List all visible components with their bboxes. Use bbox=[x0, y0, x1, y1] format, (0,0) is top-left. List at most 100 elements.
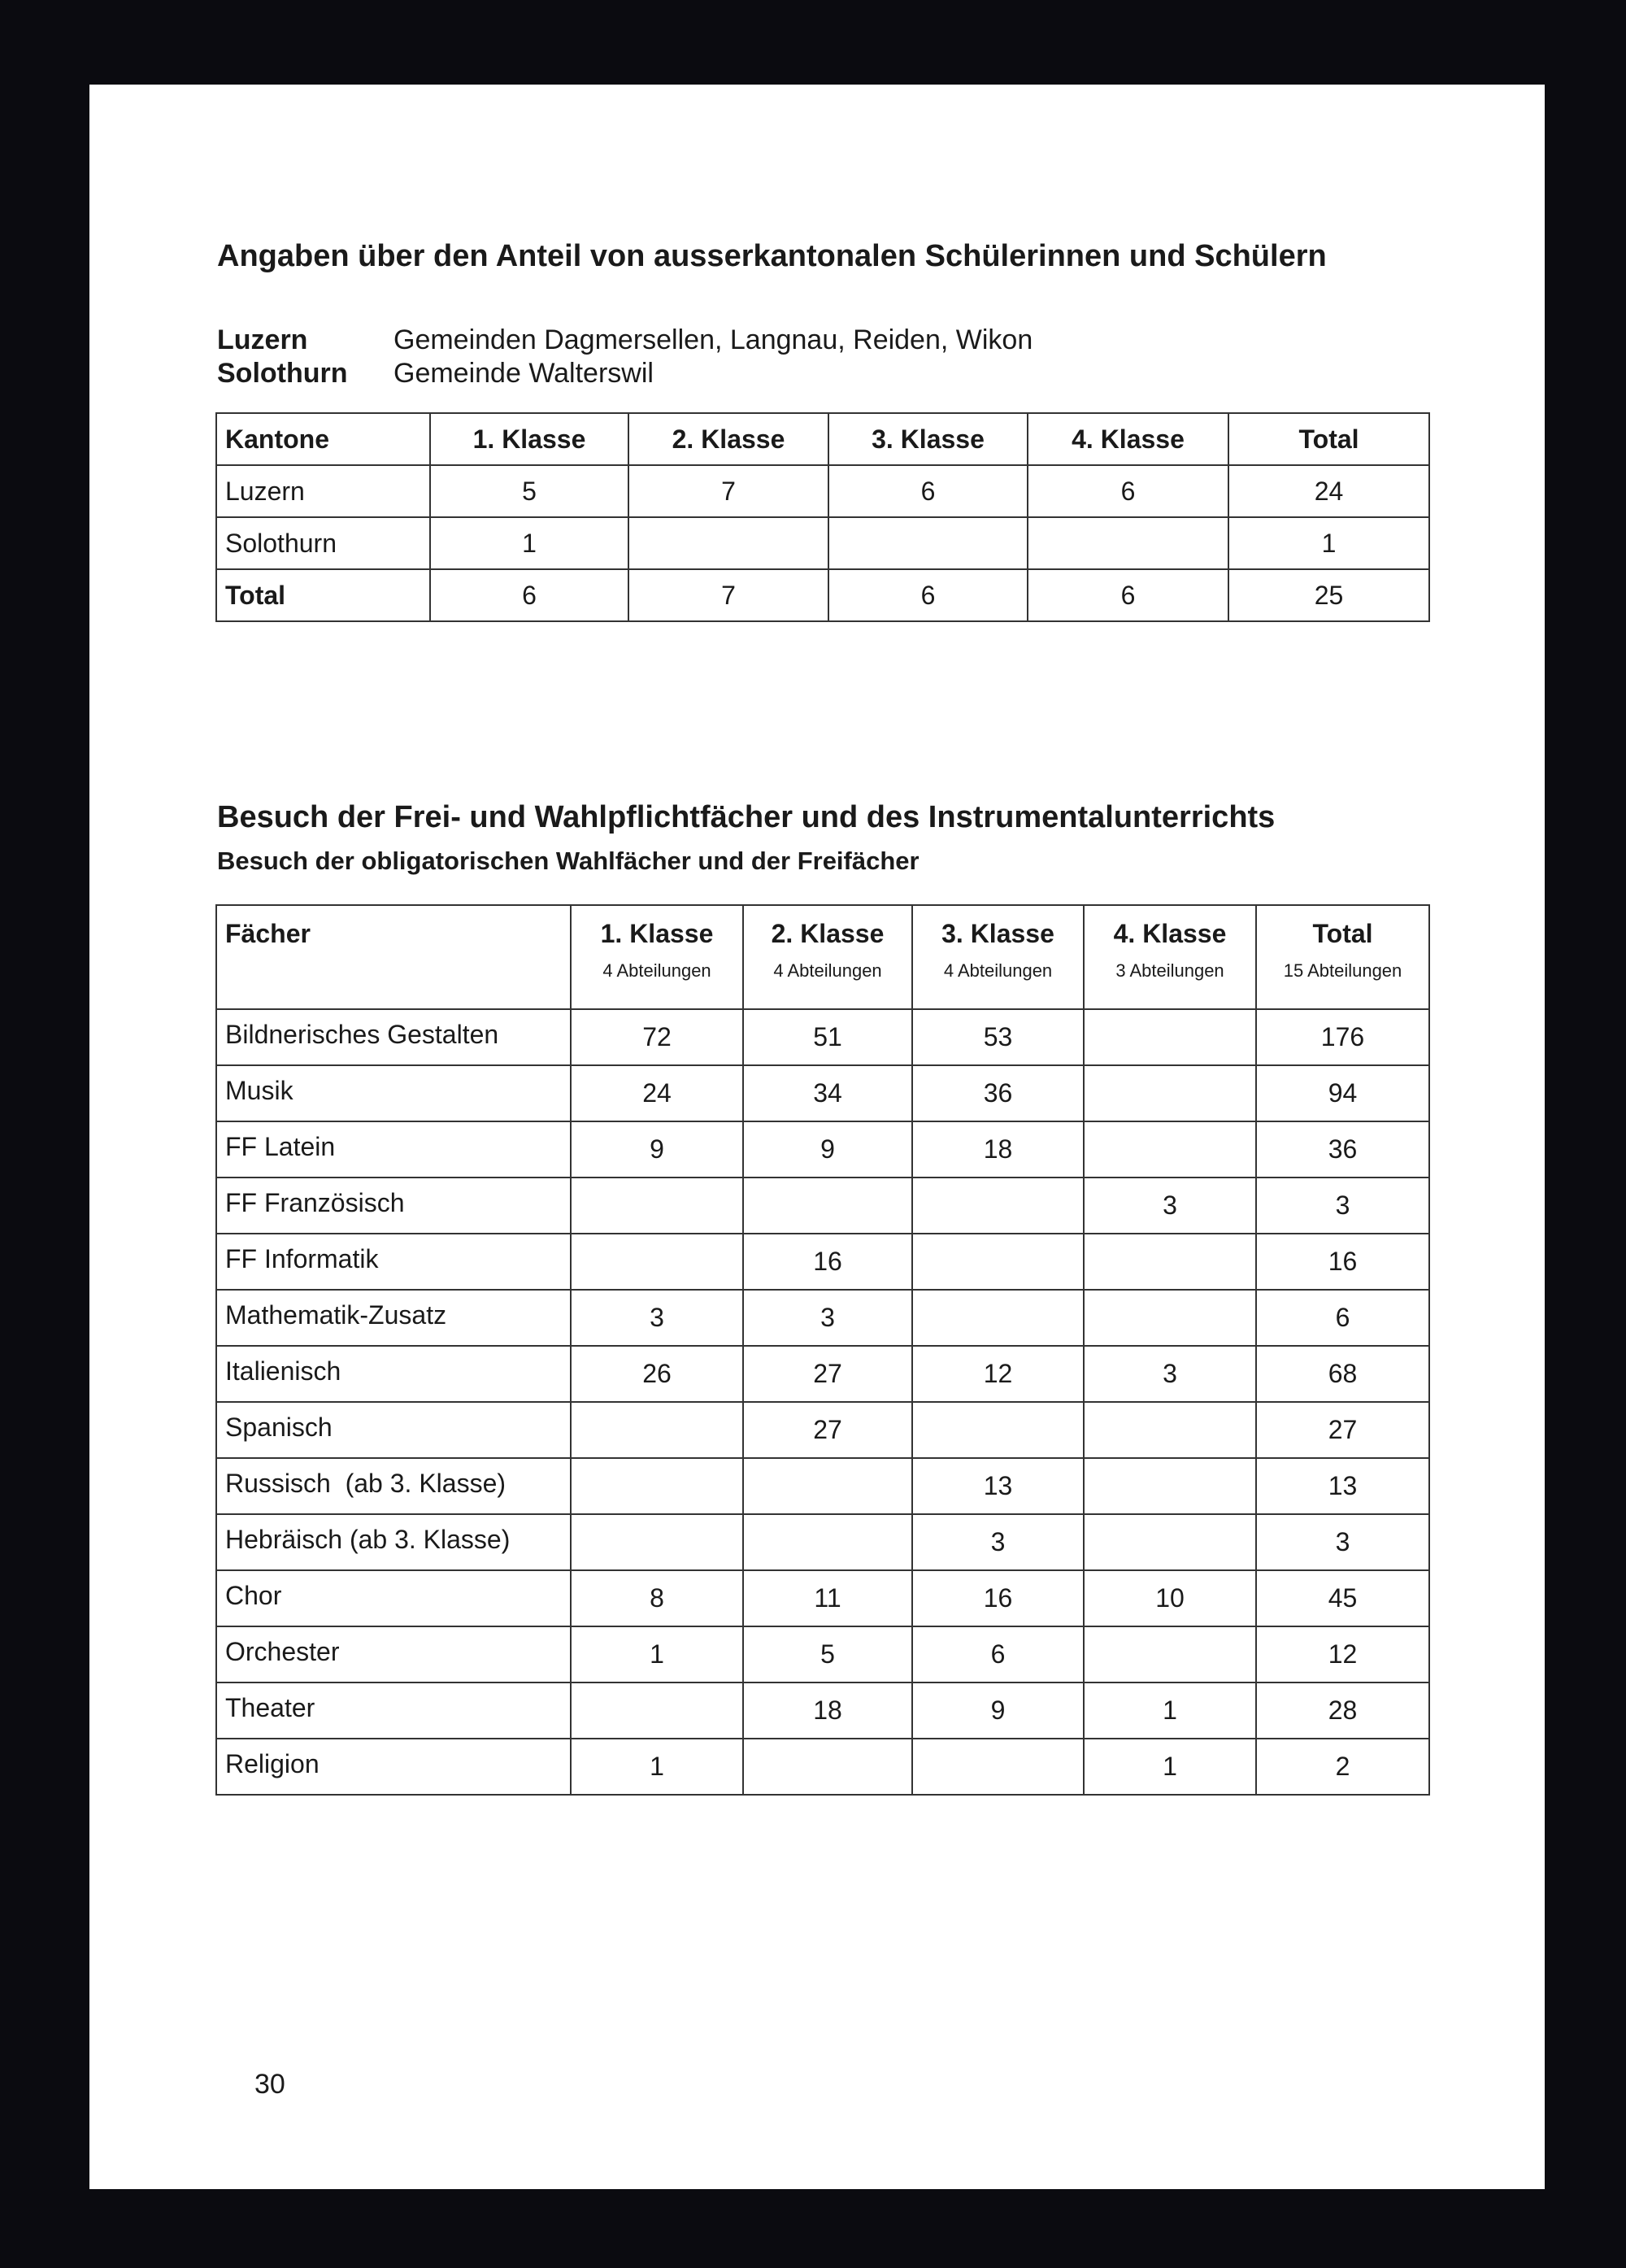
table-row: FF Informatik 16 16 bbox=[215, 1233, 1430, 1291]
table-cell: 7 bbox=[628, 464, 829, 518]
table-cell bbox=[1083, 1289, 1257, 1347]
table-cell: 8 bbox=[570, 1569, 744, 1627]
table-row: Chor 8 11 16 10 45 bbox=[215, 1569, 1430, 1627]
row-label: Musik bbox=[215, 1064, 572, 1122]
table-cell: 3 bbox=[1255, 1177, 1430, 1234]
column-header: 3. Klasse 4 Abteilungen bbox=[911, 904, 1085, 1010]
page-number: 30 bbox=[254, 2069, 285, 2100]
row-label: FF Latein bbox=[215, 1121, 572, 1178]
row-label: Theater bbox=[215, 1682, 572, 1739]
section2-title: Besuch der Frei- und Wahlpflichtfächer u… bbox=[217, 800, 1276, 834]
table-cell bbox=[1083, 1626, 1257, 1683]
column-header: Kantone bbox=[215, 412, 431, 466]
column-header: 3. Klasse bbox=[828, 412, 1028, 466]
column-header: 2. Klasse bbox=[628, 412, 829, 466]
table-cell: 12 bbox=[911, 1345, 1085, 1403]
table-cell: 24 bbox=[1228, 464, 1430, 518]
table-cell: 6 bbox=[1255, 1289, 1430, 1347]
column-header-label: Fächer bbox=[225, 919, 311, 948]
table-cell: 9 bbox=[570, 1121, 744, 1178]
table-cell bbox=[742, 1738, 913, 1796]
table-cell bbox=[1083, 1121, 1257, 1178]
row-label: Italienisch bbox=[215, 1345, 572, 1403]
table-cell: 13 bbox=[911, 1457, 1085, 1515]
table-row: Hebräisch (ab 3. Klasse) 3 3 bbox=[215, 1513, 1430, 1571]
table-cell: 18 bbox=[911, 1121, 1085, 1178]
row-label: Total bbox=[215, 568, 431, 622]
row-label: Mathematik-Zusatz bbox=[215, 1289, 572, 1347]
document-page: Angaben über den Anteil von ausserkanton… bbox=[89, 85, 1545, 2189]
column-header: 1. Klasse bbox=[429, 412, 629, 466]
column-header: Total 15 Abteilungen bbox=[1255, 904, 1430, 1010]
table-cell: 27 bbox=[742, 1401, 913, 1459]
table-cell: 16 bbox=[911, 1569, 1085, 1627]
table-cell bbox=[570, 1457, 744, 1515]
column-header: Fächer bbox=[215, 904, 572, 1010]
table-cell: 13 bbox=[1255, 1457, 1430, 1515]
info-row: Luzern Gemeinden Dagmersellen, Langnau, R… bbox=[217, 324, 1033, 357]
section1-title: Angaben über den Anteil von ausserkanton… bbox=[217, 239, 1327, 273]
row-label: Orchester bbox=[215, 1626, 572, 1683]
table-cell: 68 bbox=[1255, 1345, 1430, 1403]
table-cell bbox=[570, 1233, 744, 1291]
table-cell: 27 bbox=[1255, 1401, 1430, 1459]
column-header-label: 1. Klasse bbox=[600, 919, 714, 948]
table-cell bbox=[1083, 1401, 1257, 1459]
row-label: Solothurn bbox=[215, 516, 431, 570]
cantons-table: Kantone 1. Klasse 2. Klasse 3. Klasse 4. Kla… bbox=[215, 412, 1430, 622]
column-header-sublabel: 15 Abteilungen bbox=[1283, 960, 1402, 981]
table-row: Religion 1 1 2 bbox=[215, 1738, 1430, 1796]
table-cell: 12 bbox=[1255, 1626, 1430, 1683]
table-cell: 53 bbox=[911, 1008, 1085, 1066]
column-header-label: 4. Klasse bbox=[1113, 919, 1227, 948]
table-cell: 18 bbox=[742, 1682, 913, 1739]
table-cell: 27 bbox=[742, 1345, 913, 1403]
row-label: Spanisch bbox=[215, 1401, 572, 1459]
table-cell: 3 bbox=[911, 1513, 1085, 1571]
column-header-label: 3. Klasse bbox=[941, 919, 1054, 948]
column-header: 2. Klasse 4 Abteilungen bbox=[742, 904, 913, 1010]
column-header: 4. Klasse 3 Abteilungen bbox=[1083, 904, 1257, 1010]
table-row: Spanisch 27 27 bbox=[215, 1401, 1430, 1459]
table-cell: 16 bbox=[1255, 1233, 1430, 1291]
column-header: Total bbox=[1228, 412, 1430, 466]
table-cell bbox=[828, 516, 1028, 570]
table-row: Musik 24 34 36 94 bbox=[215, 1064, 1430, 1122]
column-header-sublabel: 4 Abteilungen bbox=[773, 960, 882, 981]
table-cell bbox=[1027, 516, 1229, 570]
subjects-table: Fächer 1. Klasse 4 Abteilungen 2. Klasse 4 A… bbox=[215, 904, 1430, 1796]
table-cell: 5 bbox=[742, 1626, 913, 1683]
table-cell: 1 bbox=[1083, 1738, 1257, 1796]
column-header-label: Total bbox=[1312, 919, 1373, 948]
table-cell bbox=[570, 1177, 744, 1234]
table-cell: 25 bbox=[1228, 568, 1430, 622]
row-label: Chor bbox=[215, 1569, 572, 1627]
table-cell: 6 bbox=[828, 568, 1028, 622]
table-row: Luzern 5 7 6 6 24 bbox=[215, 464, 1430, 518]
table-cell: 6 bbox=[1027, 568, 1229, 622]
table-cell bbox=[742, 1177, 913, 1234]
table-cell: 45 bbox=[1255, 1569, 1430, 1627]
table-row: Total 6 7 6 6 25 bbox=[215, 568, 1430, 622]
column-header: 4. Klasse bbox=[1027, 412, 1229, 466]
info-row: Solothurn Gemeinde Walterswil bbox=[217, 357, 1033, 390]
table-cell: 72 bbox=[570, 1008, 744, 1066]
info-value: Gemeinden Dagmersellen, Langnau, Reiden,… bbox=[393, 324, 1033, 355]
table-cell bbox=[570, 1401, 744, 1459]
column-header: 1. Klasse 4 Abteilungen bbox=[570, 904, 744, 1010]
table-cell: 11 bbox=[742, 1569, 913, 1627]
table-cell bbox=[570, 1513, 744, 1571]
table-cell: 3 bbox=[1255, 1513, 1430, 1571]
table-row: Mathematik-Zusatz 3 3 6 bbox=[215, 1289, 1430, 1347]
row-label: Hebräisch (ab 3. Klasse) bbox=[215, 1513, 572, 1571]
table-cell: 6 bbox=[828, 464, 1028, 518]
table-cell: 176 bbox=[1255, 1008, 1430, 1066]
table-cell: 1 bbox=[1083, 1682, 1257, 1739]
table-cell bbox=[911, 1738, 1085, 1796]
row-label: Russisch (ab 3. Klasse) bbox=[215, 1457, 572, 1515]
table-cell: 5 bbox=[429, 464, 629, 518]
table-cell bbox=[911, 1233, 1085, 1291]
table-header-row: Fächer 1. Klasse 4 Abteilungen 2. Klasse 4 A… bbox=[215, 904, 1430, 1010]
column-header-sublabel: 4 Abteilungen bbox=[943, 960, 1053, 981]
table-cell bbox=[1083, 1064, 1257, 1122]
